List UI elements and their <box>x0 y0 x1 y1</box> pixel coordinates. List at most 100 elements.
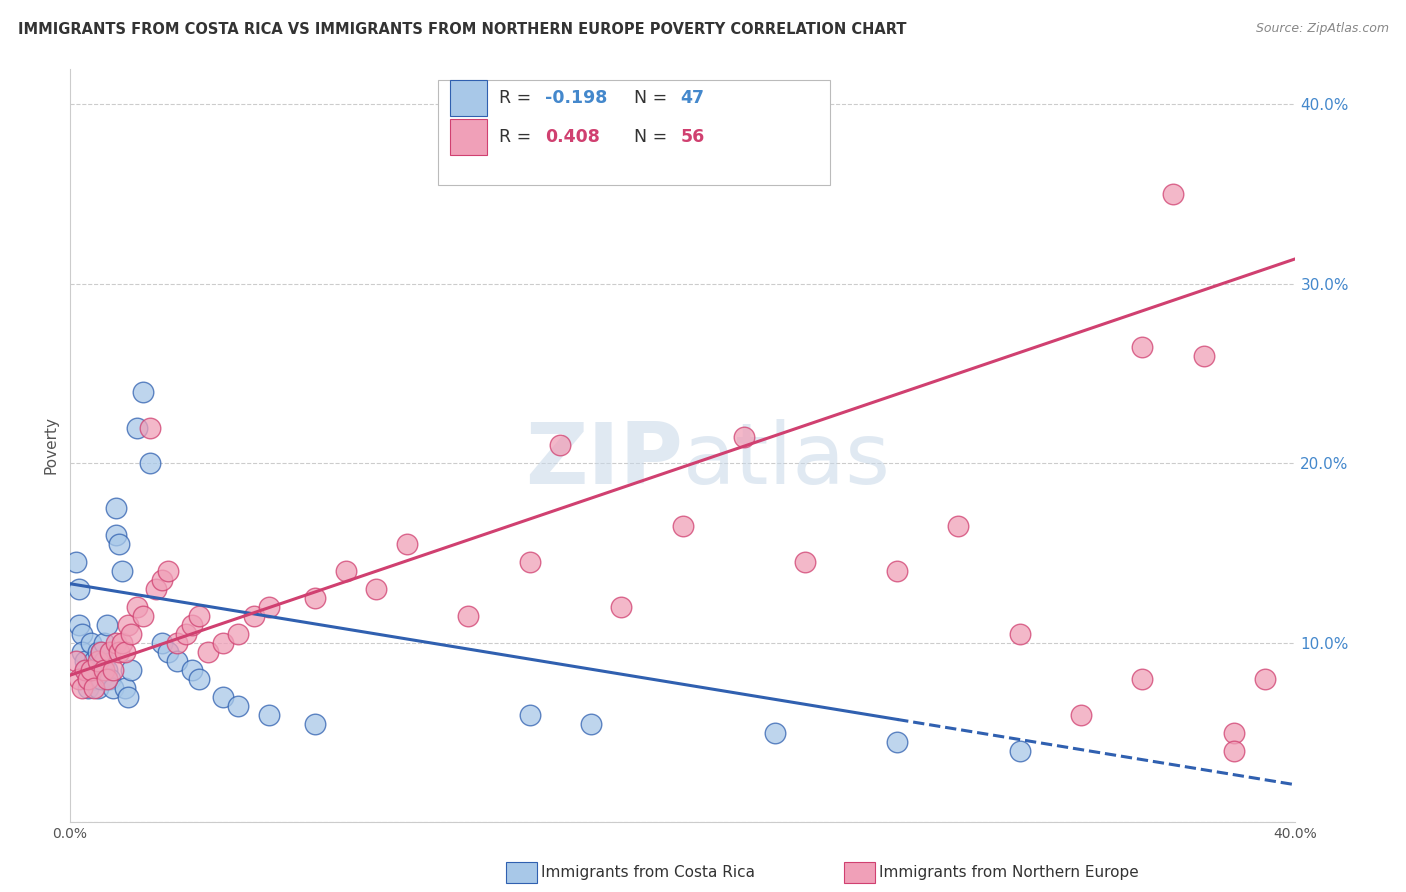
Point <box>86 654 108 668</box>
Point <box>117 690 139 704</box>
Point <box>228 627 250 641</box>
Point <box>519 555 541 569</box>
Point <box>111 636 134 650</box>
Point <box>93 636 115 650</box>
Point <box>120 663 142 677</box>
Point <box>132 384 155 399</box>
Point <box>181 618 204 632</box>
Point <box>763 725 786 739</box>
Point <box>114 681 136 695</box>
Point <box>794 555 817 569</box>
Point <box>138 420 160 434</box>
Point <box>1130 672 1153 686</box>
Point <box>610 600 633 615</box>
Point <box>257 707 280 722</box>
Point <box>101 663 124 677</box>
Point <box>176 627 198 641</box>
Point <box>98 645 121 659</box>
Point <box>96 618 118 632</box>
Point <box>101 681 124 695</box>
Point <box>242 609 264 624</box>
Point <box>86 645 108 659</box>
Point <box>1008 627 1031 641</box>
Point <box>104 528 127 542</box>
Text: R =: R = <box>499 128 537 146</box>
Point <box>111 564 134 578</box>
Text: 0.408: 0.408 <box>546 128 600 146</box>
Point <box>120 627 142 641</box>
Point <box>80 663 103 677</box>
Point <box>395 537 418 551</box>
Point <box>187 672 209 686</box>
Point <box>257 600 280 615</box>
Text: 56: 56 <box>681 128 704 146</box>
Point <box>1192 349 1215 363</box>
Point <box>166 636 188 650</box>
Point <box>67 672 90 686</box>
Point <box>67 582 90 596</box>
Point <box>197 645 219 659</box>
Point <box>98 672 121 686</box>
Point <box>77 672 100 686</box>
Point <box>672 519 695 533</box>
Point <box>1008 744 1031 758</box>
Point <box>1223 725 1246 739</box>
Point <box>457 609 479 624</box>
Point <box>212 636 235 650</box>
Point <box>886 564 908 578</box>
Point <box>90 672 112 686</box>
Point <box>75 663 97 677</box>
Point <box>83 654 105 668</box>
Point <box>93 663 115 677</box>
Point <box>733 429 755 443</box>
Text: atlas: atlas <box>683 419 890 502</box>
Point <box>519 707 541 722</box>
Point <box>228 698 250 713</box>
Text: Immigrants from Northern Europe: Immigrants from Northern Europe <box>879 865 1139 880</box>
Point <box>548 438 571 452</box>
Point <box>67 618 90 632</box>
Text: IMMIGRANTS FROM COSTA RICA VS IMMIGRANTS FROM NORTHERN EUROPE POVERTY CORRELATIO: IMMIGRANTS FROM COSTA RICA VS IMMIGRANTS… <box>18 22 907 37</box>
Text: Source: ZipAtlas.com: Source: ZipAtlas.com <box>1256 22 1389 36</box>
Point <box>108 645 131 659</box>
Text: -0.198: -0.198 <box>546 89 607 107</box>
Bar <box>450 79 486 116</box>
FancyBboxPatch shape <box>437 79 830 186</box>
Point <box>335 564 357 578</box>
Point <box>96 663 118 677</box>
Text: ZIP: ZIP <box>524 419 683 502</box>
Point <box>1223 744 1246 758</box>
Bar <box>450 119 486 155</box>
Point <box>117 618 139 632</box>
Y-axis label: Poverty: Poverty <box>44 417 58 475</box>
Point <box>156 564 179 578</box>
Point <box>86 681 108 695</box>
Point <box>127 420 149 434</box>
Point <box>80 663 103 677</box>
Point <box>70 681 93 695</box>
Point <box>65 555 87 569</box>
Point <box>948 519 970 533</box>
Point <box>145 582 167 596</box>
Point <box>108 537 131 551</box>
Point <box>90 645 112 659</box>
Point <box>96 672 118 686</box>
Text: 47: 47 <box>681 89 704 107</box>
Point <box>181 663 204 677</box>
Point <box>886 734 908 748</box>
Point <box>70 627 93 641</box>
Text: N =: N = <box>634 128 672 146</box>
Text: Immigrants from Costa Rica: Immigrants from Costa Rica <box>541 865 755 880</box>
Point <box>150 573 173 587</box>
Point <box>83 681 105 695</box>
Point <box>104 501 127 516</box>
Point <box>579 716 602 731</box>
Point <box>156 645 179 659</box>
Point <box>93 654 115 668</box>
Point <box>304 591 326 605</box>
Point <box>212 690 235 704</box>
Point <box>127 600 149 615</box>
Point <box>150 636 173 650</box>
Point <box>132 609 155 624</box>
Point <box>1130 340 1153 354</box>
